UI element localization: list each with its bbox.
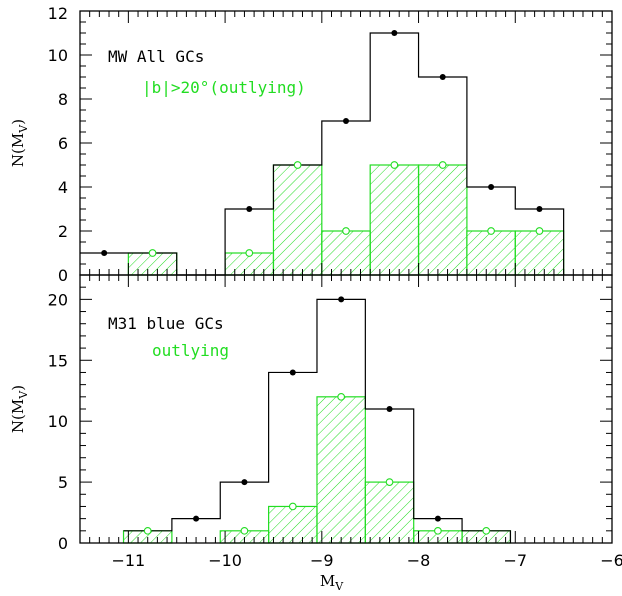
outlying-point: [288, 502, 297, 511]
x-tick-label: −8: [407, 551, 431, 570]
outlying-point: [482, 526, 491, 535]
outlying-point: [487, 227, 495, 235]
y-axis-label: N(MV): [9, 385, 30, 433]
sample-label: M31 blue GCs: [108, 314, 224, 333]
y-axis-label: N(MV): [9, 119, 30, 167]
y-tick-label: 20: [48, 290, 68, 309]
outlying-bar: [417, 164, 468, 276]
outlying-point: [143, 526, 152, 535]
y-tick-label: 12: [48, 4, 68, 23]
outlying-bar: [466, 230, 516, 276]
bottom-panel: 0 5 10 15 20 N(MV) M31 blue GCs outlying −11 −10 −…: [9, 274, 622, 593]
all-gcs-point: [101, 250, 108, 256]
all-gcs-point: [343, 118, 349, 124]
all-gcs-point: [439, 74, 446, 80]
outlying-point: [293, 161, 302, 169]
outlying-label: outlying: [152, 341, 229, 360]
x-tick-label: −7: [503, 551, 527, 570]
sample-label: MW All GCs: [108, 47, 204, 66]
top-panel: 0 2 4 6 8 10 12 N(MV) MW All GCs |b|>20°(outlying…: [9, 4, 613, 285]
y-tick-label: 10: [48, 46, 68, 65]
outlying-bar: [321, 230, 371, 276]
x-tick-label: −11: [111, 551, 145, 570]
outlying-point: [337, 392, 346, 401]
outlying-point: [390, 161, 399, 169]
outlying-point: [240, 526, 249, 535]
all-gcs-point: [289, 369, 296, 376]
y-tick-label: 15: [48, 351, 68, 370]
outlying-point: [148, 249, 157, 257]
all-gcs-point: [391, 30, 398, 36]
all-gcs-point: [338, 296, 345, 303]
all-gcs-point: [434, 515, 441, 522]
all-gcs-point: [536, 206, 543, 212]
outlying-label: |b|>20°(outlying): [142, 78, 306, 97]
outlying-point: [434, 526, 442, 535]
x-tick-label: −6: [600, 551, 622, 570]
x-tick-label: −10: [208, 551, 242, 570]
y-tick-label: 6: [58, 134, 68, 153]
all-gcs-point: [241, 479, 248, 486]
all-gcs-point: [386, 406, 393, 412]
outlying-bar: [364, 481, 415, 544]
outlying-bar: [369, 164, 420, 276]
outlying-point: [342, 227, 350, 235]
outlying-point: [385, 478, 394, 486]
y-tick-label: 10: [48, 412, 68, 431]
y-tick-label: 8: [58, 90, 68, 109]
all-gcs-point: [246, 206, 253, 212]
outlying-point: [245, 249, 254, 257]
outlying-point: [535, 227, 544, 235]
y-tick-label: 5: [58, 473, 68, 492]
outlying-bar: [514, 230, 565, 276]
x-axis-label: MV: [320, 572, 344, 593]
all-gcs-step-line: [123, 298, 512, 543]
y-tick-label: 0: [58, 534, 68, 553]
x-tick-label: −9: [310, 551, 334, 570]
outlying-point: [438, 161, 447, 169]
y-tick-label: 4: [58, 178, 68, 197]
all-gcs-point: [488, 184, 495, 190]
outlying-bar: [316, 396, 366, 544]
y-tick-label: 0: [58, 266, 68, 285]
all-gcs-point: [193, 515, 200, 522]
outlying-bar: [272, 164, 323, 276]
y-tick-label: 2: [58, 222, 68, 241]
